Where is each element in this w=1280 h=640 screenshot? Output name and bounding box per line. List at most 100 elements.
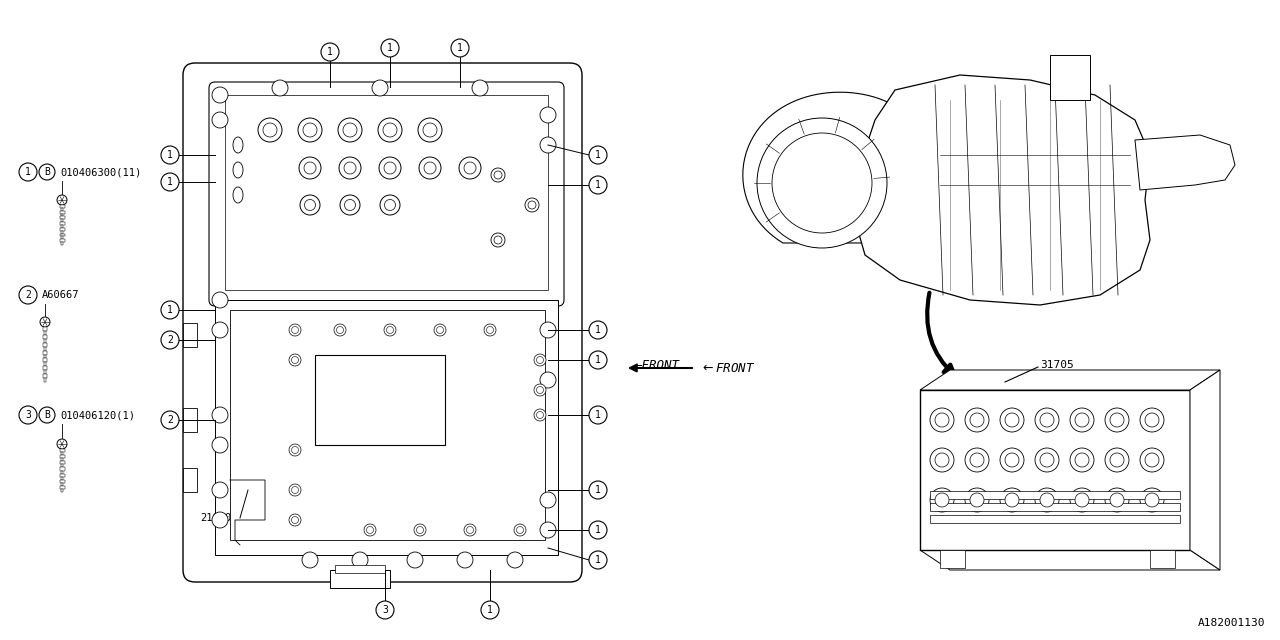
Circle shape bbox=[212, 322, 228, 338]
Circle shape bbox=[536, 412, 544, 419]
Circle shape bbox=[384, 200, 396, 211]
Bar bbox=[60, 242, 64, 245]
Text: B: B bbox=[44, 410, 50, 420]
Circle shape bbox=[303, 123, 317, 137]
Circle shape bbox=[934, 493, 948, 507]
Bar bbox=[931, 515, 1180, 523]
Circle shape bbox=[384, 162, 396, 174]
Circle shape bbox=[1039, 453, 1053, 467]
Circle shape bbox=[212, 482, 228, 498]
Circle shape bbox=[540, 107, 556, 123]
Text: 1: 1 bbox=[328, 47, 333, 57]
Circle shape bbox=[212, 112, 228, 128]
Bar bbox=[60, 470, 64, 474]
Circle shape bbox=[292, 326, 298, 333]
Circle shape bbox=[492, 233, 506, 247]
Text: 1: 1 bbox=[595, 150, 600, 160]
Circle shape bbox=[1070, 408, 1094, 432]
Circle shape bbox=[507, 552, 524, 568]
Circle shape bbox=[339, 157, 361, 179]
Circle shape bbox=[1070, 448, 1094, 472]
Text: 1: 1 bbox=[387, 43, 393, 53]
Text: B: B bbox=[44, 167, 50, 177]
Text: 1: 1 bbox=[595, 525, 600, 535]
Bar bbox=[60, 208, 64, 211]
Circle shape bbox=[289, 514, 301, 526]
Bar bbox=[60, 225, 64, 228]
Bar bbox=[59, 205, 64, 208]
Circle shape bbox=[305, 200, 315, 211]
Text: 3: 3 bbox=[381, 605, 388, 615]
Circle shape bbox=[1000, 488, 1024, 512]
Circle shape bbox=[756, 118, 887, 248]
Circle shape bbox=[372, 80, 388, 96]
Circle shape bbox=[494, 171, 502, 179]
Bar bbox=[920, 390, 1190, 550]
Circle shape bbox=[465, 524, 476, 536]
Circle shape bbox=[1110, 453, 1124, 467]
Bar bbox=[60, 477, 64, 480]
Bar bbox=[60, 489, 64, 492]
Circle shape bbox=[407, 552, 422, 568]
Bar bbox=[335, 565, 385, 573]
Bar bbox=[44, 358, 47, 362]
Bar bbox=[60, 214, 64, 216]
Circle shape bbox=[161, 331, 179, 349]
Circle shape bbox=[1075, 413, 1089, 427]
Bar bbox=[931, 503, 1180, 511]
Text: 31705: 31705 bbox=[1039, 360, 1074, 370]
FancyBboxPatch shape bbox=[209, 82, 564, 306]
Circle shape bbox=[289, 324, 301, 336]
Text: 1: 1 bbox=[595, 485, 600, 495]
Circle shape bbox=[212, 407, 228, 423]
Text: 1: 1 bbox=[168, 150, 173, 160]
Circle shape bbox=[212, 512, 228, 528]
Circle shape bbox=[19, 406, 37, 424]
Circle shape bbox=[515, 524, 526, 536]
Circle shape bbox=[466, 527, 474, 534]
Circle shape bbox=[1070, 488, 1094, 512]
Circle shape bbox=[970, 453, 984, 467]
Text: 1: 1 bbox=[168, 305, 173, 315]
Circle shape bbox=[1005, 493, 1019, 507]
Circle shape bbox=[1140, 408, 1164, 432]
Circle shape bbox=[376, 601, 394, 619]
Bar bbox=[59, 222, 64, 225]
Circle shape bbox=[259, 118, 282, 142]
Bar bbox=[59, 234, 64, 236]
Circle shape bbox=[380, 195, 401, 215]
Bar bbox=[215, 300, 558, 555]
Circle shape bbox=[387, 326, 393, 333]
Circle shape bbox=[381, 39, 399, 57]
Circle shape bbox=[161, 146, 179, 164]
Bar bbox=[44, 339, 46, 342]
Circle shape bbox=[589, 351, 607, 369]
Bar bbox=[60, 465, 64, 467]
Circle shape bbox=[292, 486, 298, 493]
Circle shape bbox=[481, 601, 499, 619]
Circle shape bbox=[300, 195, 320, 215]
Circle shape bbox=[212, 87, 228, 103]
Bar bbox=[183, 468, 197, 492]
Ellipse shape bbox=[233, 137, 243, 153]
Circle shape bbox=[1110, 413, 1124, 427]
Circle shape bbox=[536, 356, 544, 364]
Polygon shape bbox=[920, 550, 1220, 570]
Circle shape bbox=[1075, 453, 1089, 467]
Circle shape bbox=[540, 492, 556, 508]
Bar bbox=[44, 378, 46, 382]
Circle shape bbox=[517, 527, 524, 534]
Circle shape bbox=[1000, 448, 1024, 472]
Text: A182001130: A182001130 bbox=[1198, 618, 1265, 628]
Circle shape bbox=[161, 411, 179, 429]
Circle shape bbox=[931, 488, 954, 512]
Circle shape bbox=[212, 292, 228, 308]
Circle shape bbox=[492, 168, 506, 182]
Bar bbox=[931, 491, 1180, 499]
Bar bbox=[225, 95, 548, 290]
Circle shape bbox=[931, 408, 954, 432]
Circle shape bbox=[1105, 488, 1129, 512]
Circle shape bbox=[161, 173, 179, 191]
Circle shape bbox=[536, 387, 544, 394]
Circle shape bbox=[534, 384, 547, 396]
